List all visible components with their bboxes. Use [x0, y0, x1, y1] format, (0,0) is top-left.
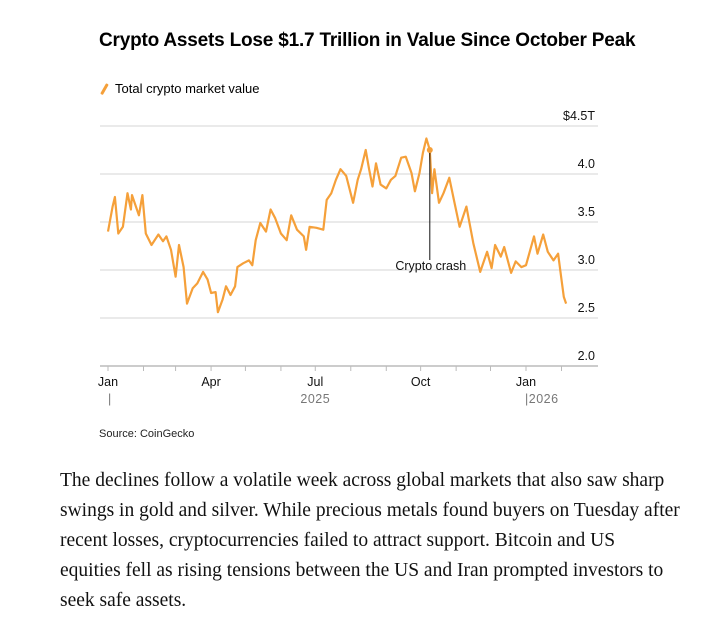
- x-year-label: 2025: [300, 392, 330, 406]
- annotation-marker: [426, 147, 433, 153]
- article-paragraph: The declines follow a volatile week acro…: [60, 470, 680, 611]
- x-tick-label: Apr: [201, 375, 220, 389]
- line-chart: 2.0 2.5 3.0 3.5 4.0 $4.5T Jan Apr Jul Oct Jan 2025 |…: [98, 109, 598, 406]
- y-tick-label: 2.5: [578, 301, 595, 315]
- legend-label: Total crypto market value: [115, 81, 260, 96]
- x-year-label: |: [108, 392, 112, 406]
- y-tick-label: 2.0: [578, 349, 595, 363]
- series-line-total-crypto-market-value: [106, 137, 568, 314]
- y-tick-label: 3.5: [578, 205, 595, 219]
- x-year-label: |2026: [525, 392, 559, 406]
- y-tick-label: 4.0: [578, 157, 595, 171]
- legend: Total crypto market value: [99, 81, 260, 96]
- source-note: Source: CoinGecko: [99, 428, 195, 440]
- x-tick-label: Jan: [516, 375, 536, 389]
- chart-title: Crypto Assets Lose $1.7 Trillion in Valu…: [99, 30, 636, 51]
- annotation-label: Crypto crash: [395, 259, 466, 273]
- y-tick-label: $4.5T: [563, 109, 595, 123]
- x-tick-label: Jan: [98, 375, 118, 389]
- y-tick-label: 3.0: [578, 253, 595, 267]
- x-tick-label: Oct: [411, 375, 431, 389]
- x-tick-label: Jul: [307, 375, 323, 389]
